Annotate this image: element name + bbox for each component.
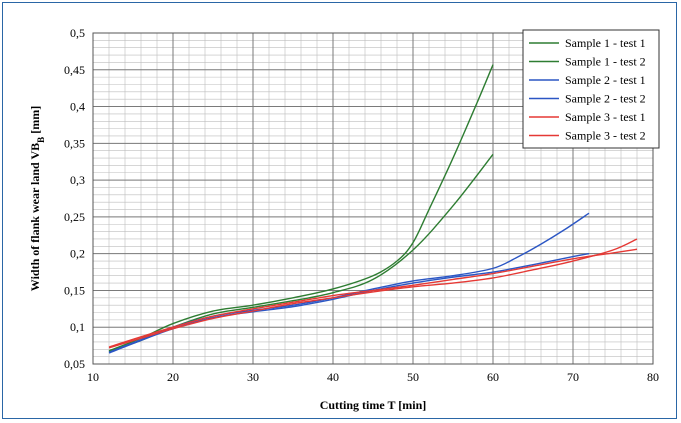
y-tick-label: 0,2 bbox=[70, 247, 85, 261]
x-tick-label: 20 bbox=[167, 370, 179, 384]
x-axis-ticks: 10 20 30 40 50 60 70 80 bbox=[87, 370, 659, 384]
y-tick-label: 0,05 bbox=[64, 357, 85, 371]
series-line-5 bbox=[108, 238, 638, 349]
series-lines bbox=[108, 64, 638, 354]
legend-label: Sample 1 - test 2 bbox=[565, 55, 646, 69]
y-tick-label: 0,5 bbox=[70, 26, 85, 40]
y-tick-label: 0,45 bbox=[64, 63, 85, 77]
x-tick-label: 70 bbox=[567, 370, 579, 384]
y-axis-ticks: 0,05 0,1 0,15 0,2 0,25 0,3 0,35 0,4 0,45 0,5 bbox=[64, 26, 85, 371]
y-axis-title-main: Width of flank wear land VB bbox=[28, 143, 42, 291]
y-tick-label: 0,4 bbox=[70, 100, 85, 114]
y-tick-label: 0,15 bbox=[64, 283, 85, 297]
plot-border bbox=[92, 32, 654, 365]
series-line-1 bbox=[108, 64, 494, 352]
legend-label: Sample 2 - test 2 bbox=[565, 92, 646, 106]
legend-box bbox=[522, 29, 660, 149]
legend-label: Sample 3 - test 2 bbox=[565, 129, 646, 143]
legend-label: Sample 1 - test 1 bbox=[565, 36, 646, 50]
y-axis-title-subscript: B bbox=[36, 137, 46, 143]
y-tick-label: 0,35 bbox=[64, 136, 85, 150]
legend: Sample 1 - test 1 Sample 1 - test 2 Sample… bbox=[522, 29, 660, 149]
y-axis-title: Width of flank wear land VBB [mm] bbox=[28, 106, 46, 291]
series-line-6 bbox=[108, 248, 638, 348]
y-axis-title-unit: [mm] bbox=[28, 106, 42, 137]
x-tick-label: 30 bbox=[247, 370, 259, 384]
x-tick-label: 10 bbox=[87, 370, 99, 384]
x-tick-label: 80 bbox=[647, 370, 659, 384]
y-tick-label: 0,25 bbox=[64, 210, 85, 224]
x-tick-label: 40 bbox=[327, 370, 339, 384]
x-tick-label: 60 bbox=[487, 370, 499, 384]
y-tick-label: 0,1 bbox=[70, 320, 85, 334]
wear-chart: 10 20 30 40 50 60 70 80 0,050,10,150,20,250,30,… bbox=[28, 26, 660, 412]
y-tick-label: 0,3 bbox=[70, 173, 85, 187]
legend-label: Sample 3 - test 1 bbox=[565, 110, 646, 124]
legend-label: Sample 2 - test 1 bbox=[565, 73, 646, 87]
x-tick-label: 50 bbox=[407, 370, 419, 384]
x-axis-title: Cutting time T [min] bbox=[320, 398, 427, 412]
figure-frame: 10 20 30 40 50 60 70 80 0,05 0,1 0,15 0,2 0,25 0,3 0,… bbox=[2, 2, 677, 419]
